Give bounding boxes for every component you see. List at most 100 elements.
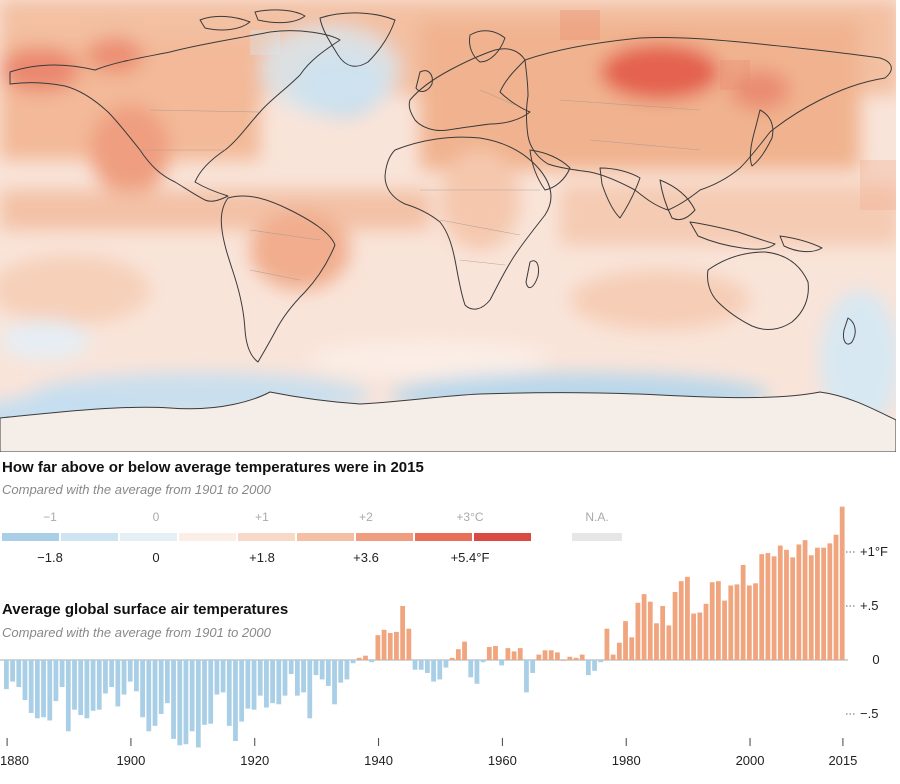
bar-1953 xyxy=(455,649,461,660)
country-borders xyxy=(140,89,701,281)
x-tick-label: 1960 xyxy=(488,753,517,768)
bar-1934 xyxy=(338,660,344,683)
bar-1903 xyxy=(146,660,152,732)
bar-1999 xyxy=(740,564,746,660)
y-tick-label: −.5 xyxy=(860,706,878,721)
bar-2001 xyxy=(753,583,758,660)
bar-1932 xyxy=(325,660,331,686)
legend-swatch xyxy=(356,533,413,541)
bar-1930 xyxy=(313,660,319,676)
bar-1984 xyxy=(647,601,653,660)
y-tick-label: +.5 xyxy=(860,598,878,613)
bar-1924 xyxy=(276,660,282,705)
bar-1897 xyxy=(109,660,115,687)
bar-1961 xyxy=(505,648,511,660)
bar-1914 xyxy=(214,660,220,695)
bar-1974 xyxy=(585,660,591,676)
bar-1957 xyxy=(480,660,486,663)
chart-title: Average global surface air temperatures xyxy=(2,601,289,618)
bar-1951 xyxy=(443,660,449,668)
bar-2007 xyxy=(790,557,796,660)
bar-1890 xyxy=(65,660,71,732)
bar-1963 xyxy=(517,648,523,660)
legend-celsius-tick: +3°C xyxy=(456,510,483,524)
bar-2002 xyxy=(759,554,765,660)
bar-1917 xyxy=(233,660,238,741)
bar-1908 xyxy=(177,660,183,746)
y-tick-label: +1°F xyxy=(860,544,888,559)
bar-1991 xyxy=(691,613,697,660)
bar-1885 xyxy=(34,660,40,719)
bar-1962 xyxy=(511,651,517,660)
bar-1952 xyxy=(449,657,455,660)
bar-2011 xyxy=(815,547,820,660)
bar-1943 xyxy=(394,631,399,660)
bar-2006 xyxy=(784,549,789,660)
bar-1990 xyxy=(685,576,690,660)
bar-1883 xyxy=(22,660,28,700)
bar-1998 xyxy=(734,584,740,660)
legend-fahrenheit-tick: +3.6 xyxy=(353,550,379,565)
bar-1884 xyxy=(28,660,34,713)
bar-1886 xyxy=(41,660,46,718)
bar-1880 xyxy=(4,660,9,690)
bar-1919 xyxy=(245,660,251,709)
x-tick-label: 1980 xyxy=(612,753,641,768)
legend-fahrenheit-tick: −1.8 xyxy=(37,550,63,565)
bar-1920 xyxy=(251,660,257,710)
bar-1979 xyxy=(616,642,622,660)
x-tick-label: 2015 xyxy=(828,753,857,768)
continent-outlines xyxy=(9,9,892,363)
bar-1987 xyxy=(666,625,672,660)
legend-celsius-tick: +2 xyxy=(359,510,373,524)
bar-1964 xyxy=(524,660,529,693)
bar-2014 xyxy=(833,534,839,660)
global-temperature-bar-chart: +1°F +.5 0 −.5 1880 1900 1920 1940 1960 1980 2000 2… xyxy=(0,506,888,768)
bar-1905 xyxy=(158,660,164,714)
bar-1888 xyxy=(53,660,59,702)
bar-1931 xyxy=(319,660,325,680)
bar-1926 xyxy=(288,660,294,675)
bar-2003 xyxy=(765,553,771,660)
bar-2015 xyxy=(839,506,845,660)
bar-2009 xyxy=(802,540,808,660)
bar-1944 xyxy=(400,606,406,660)
bar-1909 xyxy=(183,660,189,745)
bar-1982 xyxy=(635,602,641,660)
legend-celsius-tick: +1 xyxy=(255,510,269,524)
bar-1948 xyxy=(425,660,430,673)
bar-1906 xyxy=(164,660,170,704)
bar-1899 xyxy=(121,660,127,695)
bar-1969 xyxy=(555,652,560,660)
bar-2013 xyxy=(827,543,833,660)
bar-1981 xyxy=(629,637,635,660)
bar-1901 xyxy=(134,660,139,692)
bar-1945 xyxy=(406,628,412,660)
x-tick-label: 1920 xyxy=(240,753,269,768)
bar-1965 xyxy=(530,660,536,673)
bar-1994 xyxy=(709,582,715,660)
bar-1968 xyxy=(548,650,554,660)
bar-1983 xyxy=(641,594,647,660)
bar-1985 xyxy=(654,623,659,660)
legend-swatch xyxy=(179,533,236,541)
legend-swatch xyxy=(415,533,472,541)
bar-1913 xyxy=(208,660,214,724)
bar-1893 xyxy=(84,660,90,719)
bar-2008 xyxy=(796,544,802,660)
legend-na-label: N.A. xyxy=(585,510,608,524)
bar-1966 xyxy=(536,654,542,660)
bar-2005 xyxy=(777,545,783,660)
bar-2004 xyxy=(771,556,777,660)
bar-1936 xyxy=(350,660,356,664)
bar-1967 xyxy=(542,650,548,660)
bar-1910 xyxy=(189,660,195,732)
bar-1923 xyxy=(270,660,276,704)
legend-celsius-tick: 0 xyxy=(153,510,160,524)
legend-swatch xyxy=(297,533,354,541)
legend-na-swatch xyxy=(572,533,622,541)
bar-1988 xyxy=(672,591,678,660)
x-tick-label: 1940 xyxy=(364,753,393,768)
bar-1996 xyxy=(722,600,727,660)
color-legend: −1 0 +1 +2 +3°C −1.8 0 +1.8 +3.6 +5.4°F N.A. xyxy=(2,510,622,565)
